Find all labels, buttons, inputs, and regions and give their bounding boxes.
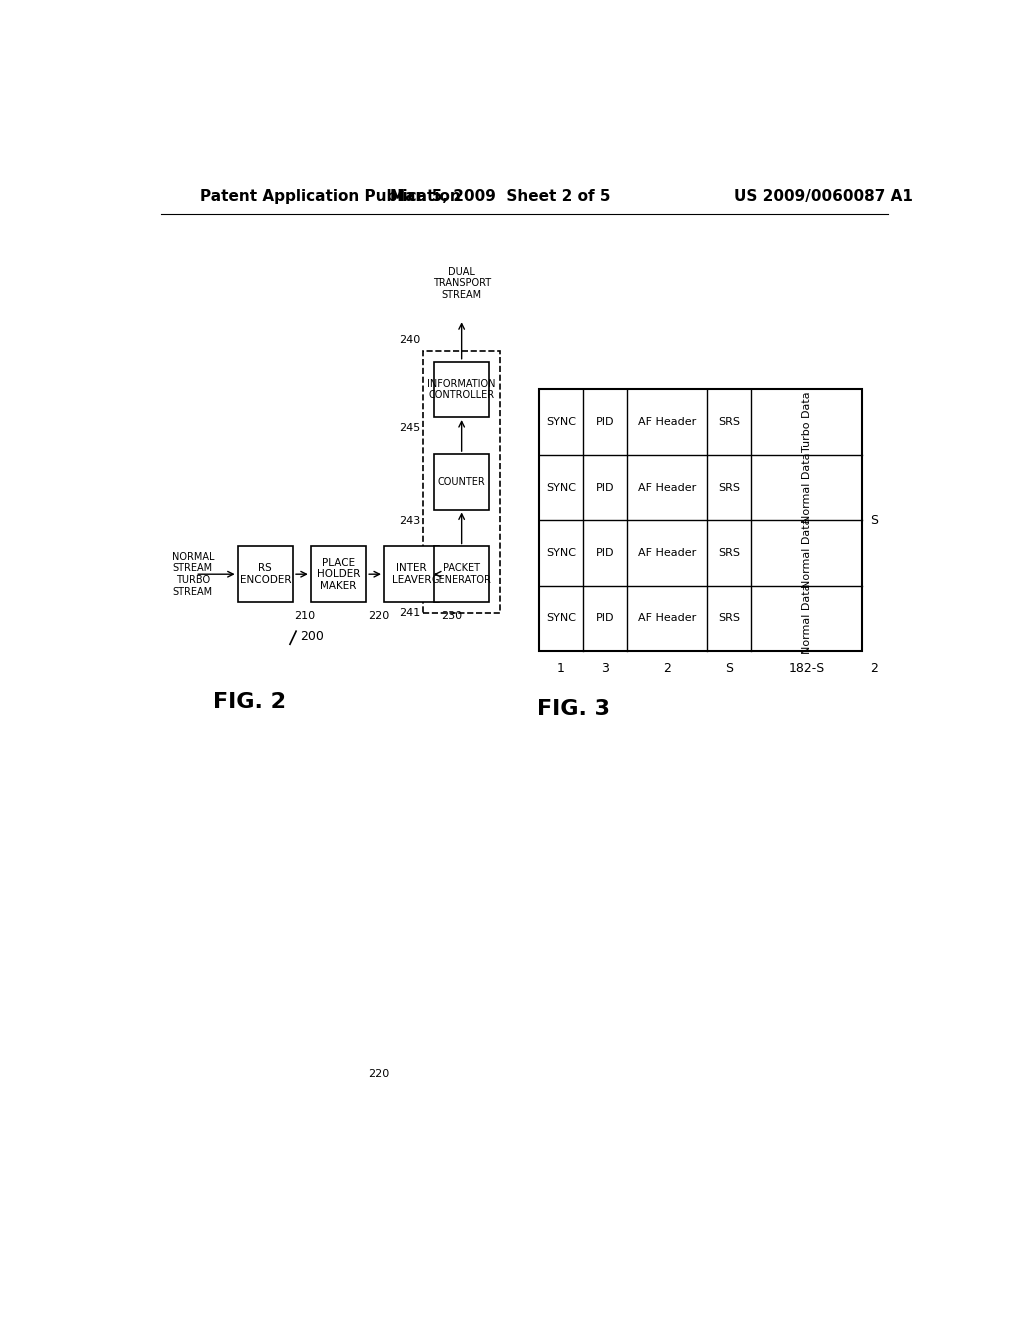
Text: SYNC: SYNC [546, 417, 575, 428]
Bar [384, 546, 439, 602]
Text: PID: PID [596, 548, 614, 558]
Text: FIG. 2: FIG. 2 [213, 692, 287, 711]
Bar [434, 454, 489, 510]
Bar [434, 546, 489, 602]
Text: FIG. 3: FIG. 3 [537, 700, 610, 719]
Text: INFORMATION
CONTROLLER: INFORMATION CONTROLLER [427, 379, 496, 400]
Text: US 2009/0060087 A1: US 2009/0060087 A1 [734, 189, 913, 205]
Text: SYNC: SYNC [546, 548, 575, 558]
Text: Normal Data: Normal Data [802, 453, 812, 523]
Text: 220: 220 [368, 1069, 389, 1078]
Text: SRS: SRS [718, 483, 740, 492]
Text: 2: 2 [869, 661, 878, 675]
Text: S: S [869, 513, 878, 527]
Text: SYNC: SYNC [546, 483, 575, 492]
Text: Normal Data: Normal Data [802, 517, 812, 589]
Bar [238, 546, 293, 602]
Text: NORMAL
STREAM
TURBO
STREAM: NORMAL STREAM TURBO STREAM [172, 552, 214, 597]
Text: COUNTER: COUNTER [438, 477, 485, 487]
Text: Normal Data: Normal Data [802, 583, 812, 653]
Bar [423, 351, 500, 612]
Text: SRS: SRS [718, 417, 740, 428]
Text: 241: 241 [398, 609, 420, 618]
Bar [434, 362, 489, 417]
Text: INTER
LEAVER: INTER LEAVER [392, 564, 431, 585]
Text: 220: 220 [368, 611, 389, 622]
Text: 243: 243 [398, 516, 420, 525]
Text: 2: 2 [664, 661, 671, 675]
Text: SRS: SRS [718, 614, 740, 623]
Text: AF Header: AF Header [638, 417, 696, 428]
Text: SRS: SRS [718, 548, 740, 558]
Text: 230: 230 [441, 611, 462, 622]
Text: RS
ENCODER: RS ENCODER [240, 564, 291, 585]
Text: AF Header: AF Header [638, 548, 696, 558]
Text: Mar. 5, 2009  Sheet 2 of 5: Mar. 5, 2009 Sheet 2 of 5 [390, 189, 610, 205]
Bar [310, 546, 367, 602]
Text: S: S [725, 661, 733, 675]
Bar [539, 389, 862, 651]
Text: PID: PID [596, 417, 614, 428]
Text: PLACE
HOLDER
MAKER: PLACE HOLDER MAKER [316, 557, 360, 591]
Text: 182-S: 182-S [788, 661, 824, 675]
Text: DUAL
TRANSPORT
STREAM: DUAL TRANSPORT STREAM [432, 267, 490, 300]
Text: PID: PID [596, 483, 614, 492]
Text: 200: 200 [300, 630, 324, 643]
Text: SYNC: SYNC [546, 614, 575, 623]
Text: Turbo Data: Turbo Data [802, 392, 812, 453]
Text: PID: PID [596, 614, 614, 623]
Text: Patent Application Publication: Patent Application Publication [200, 189, 461, 205]
Text: AF Header: AF Header [638, 483, 696, 492]
Text: 240: 240 [398, 335, 420, 345]
Text: 1: 1 [557, 661, 565, 675]
Text: 245: 245 [398, 424, 420, 433]
Text: 210: 210 [295, 611, 315, 622]
Text: AF Header: AF Header [638, 614, 696, 623]
Text: PACKET
GENERATOR: PACKET GENERATOR [432, 564, 492, 585]
Text: 3: 3 [601, 661, 609, 675]
